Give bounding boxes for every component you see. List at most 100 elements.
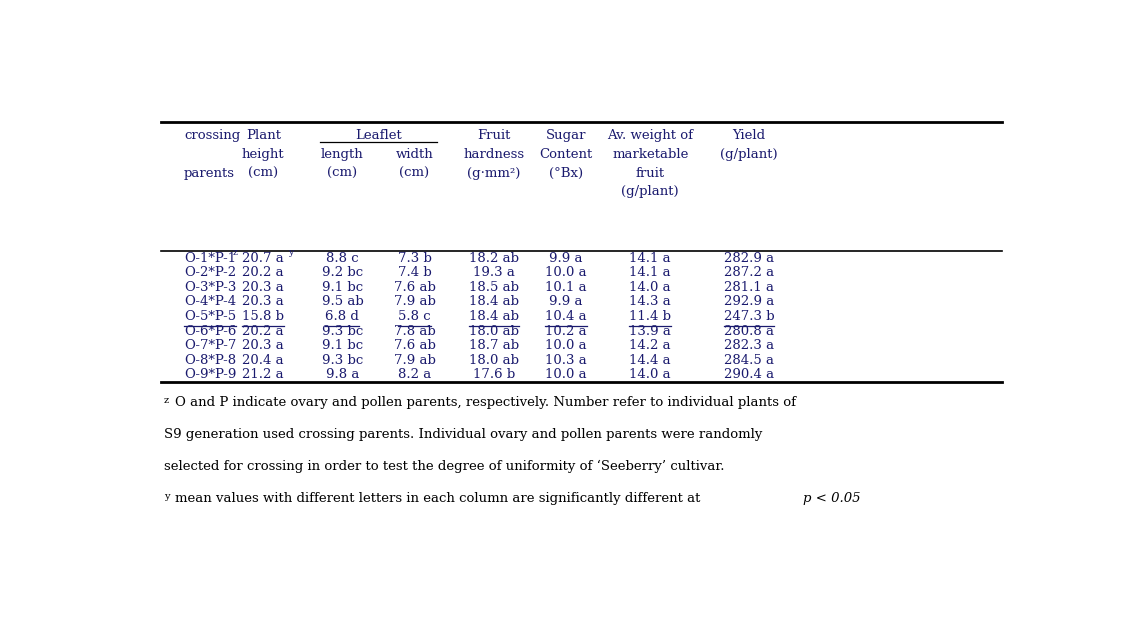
Text: 20.3 a: 20.3 a: [243, 281, 284, 294]
Text: 7.4 b: 7.4 b: [397, 266, 431, 279]
Text: 9.9 a: 9.9 a: [549, 296, 582, 308]
Text: 21.2 a: 21.2 a: [243, 368, 284, 381]
Text: 7.9 ab: 7.9 ab: [394, 354, 436, 367]
Text: 14.4 a: 14.4 a: [630, 354, 671, 367]
Text: 14.3 a: 14.3 a: [630, 296, 671, 308]
Text: 7.6 ab: 7.6 ab: [394, 339, 436, 352]
Text: (g/plant): (g/plant): [622, 185, 679, 198]
Text: O-1*P-1: O-1*P-1: [184, 252, 236, 265]
Text: 20.3 a: 20.3 a: [243, 339, 284, 352]
Text: 14.0 a: 14.0 a: [630, 368, 671, 381]
Text: 280.8 a: 280.8 a: [724, 325, 774, 337]
Text: 9.1 bc: 9.1 bc: [322, 281, 363, 294]
Text: 10.0 a: 10.0 a: [545, 368, 587, 381]
Text: length: length: [321, 147, 364, 161]
Text: 6.8 d: 6.8 d: [326, 310, 360, 323]
Text: 7.3 b: 7.3 b: [397, 252, 431, 265]
Text: y: y: [163, 492, 169, 501]
Text: (cm): (cm): [327, 167, 358, 180]
Text: Sugar: Sugar: [546, 129, 586, 142]
Text: O-7*P-7: O-7*P-7: [184, 339, 236, 352]
Text: p < 0.05: p < 0.05: [804, 492, 860, 506]
Text: y: y: [288, 248, 293, 257]
Text: (g·mm²): (g·mm²): [466, 167, 521, 180]
Text: 7.6 ab: 7.6 ab: [394, 281, 436, 294]
Text: 282.3 a: 282.3 a: [724, 339, 774, 352]
Text: 14.1 a: 14.1 a: [630, 252, 671, 265]
Text: 18.4 ab: 18.4 ab: [469, 310, 519, 323]
Text: 9.3 bc: 9.3 bc: [322, 325, 363, 337]
Text: O-6*P-6: O-6*P-6: [184, 325, 236, 337]
Text: Plant: Plant: [246, 129, 280, 142]
Text: width: width: [396, 147, 434, 161]
Text: 20.3 a: 20.3 a: [243, 296, 284, 308]
Text: 10.3 a: 10.3 a: [545, 354, 587, 367]
Text: 9.5 ab: 9.5 ab: [321, 296, 363, 308]
Text: 18.0 ab: 18.0 ab: [469, 325, 519, 337]
Text: Content: Content: [539, 147, 592, 161]
Text: S9 generation used crossing parents. Individual ovary and pollen parents were ra: S9 generation used crossing parents. Ind…: [163, 428, 763, 441]
Text: 20.4 a: 20.4 a: [243, 354, 284, 367]
Text: Yield: Yield: [732, 129, 765, 142]
Text: O-9*P-9: O-9*P-9: [184, 368, 236, 381]
Text: marketable: marketable: [612, 147, 689, 161]
Text: crossing: crossing: [184, 129, 241, 142]
Text: 9.1 bc: 9.1 bc: [322, 339, 363, 352]
Text: 17.6 b: 17.6 b: [472, 368, 515, 381]
Text: hardness: hardness: [463, 147, 524, 161]
Text: 8.8 c: 8.8 c: [326, 252, 359, 265]
Text: O and P indicate ovary and pollen parents, respectively. Number refer to individ: O and P indicate ovary and pollen parent…: [175, 395, 797, 409]
Text: Fruit: Fruit: [477, 129, 511, 142]
Text: 11.4 b: 11.4 b: [629, 310, 671, 323]
Text: 287.2 a: 287.2 a: [724, 266, 774, 279]
Text: 15.8 b: 15.8 b: [242, 310, 284, 323]
Text: 9.9 a: 9.9 a: [549, 252, 582, 265]
Text: height: height: [242, 147, 285, 161]
Text: O-5*P-5: O-5*P-5: [184, 310, 236, 323]
Text: O-3*P-3: O-3*P-3: [184, 281, 236, 294]
Text: 14.1 a: 14.1 a: [630, 266, 671, 279]
Text: 5.8 c: 5.8 c: [398, 310, 431, 323]
Text: 284.5 a: 284.5 a: [724, 354, 774, 367]
Text: 14.2 a: 14.2 a: [630, 339, 671, 352]
Text: selected for crossing in order to test the degree of uniformity of ‘Seeberry’ cu: selected for crossing in order to test t…: [163, 460, 724, 473]
Text: 19.3 a: 19.3 a: [473, 266, 514, 279]
Text: 281.1 a: 281.1 a: [724, 281, 774, 294]
Text: 7.9 ab: 7.9 ab: [394, 296, 436, 308]
Text: 282.9 a: 282.9 a: [724, 252, 774, 265]
Text: 9.8 a: 9.8 a: [326, 368, 359, 381]
Text: 292.9 a: 292.9 a: [724, 296, 774, 308]
Text: parents: parents: [184, 167, 235, 180]
Text: z: z: [233, 248, 237, 257]
Text: O-2*P-2: O-2*P-2: [184, 266, 236, 279]
Text: Leaflet: Leaflet: [355, 129, 402, 142]
Text: 10.0 a: 10.0 a: [545, 266, 587, 279]
Text: 10.2 a: 10.2 a: [545, 325, 587, 337]
Text: 18.2 ab: 18.2 ab: [469, 252, 519, 265]
Text: 18.5 ab: 18.5 ab: [469, 281, 519, 294]
Text: 18.4 ab: 18.4 ab: [469, 296, 519, 308]
Text: (cm): (cm): [400, 167, 430, 180]
Text: O-8*P-8: O-8*P-8: [184, 354, 236, 367]
Text: 14.0 a: 14.0 a: [630, 281, 671, 294]
Text: 8.2 a: 8.2 a: [398, 368, 431, 381]
Text: 9.3 bc: 9.3 bc: [322, 354, 363, 367]
Text: 10.1 a: 10.1 a: [545, 281, 587, 294]
Text: 20.2 a: 20.2 a: [243, 266, 284, 279]
Text: (cm): (cm): [249, 167, 278, 180]
Text: 10.0 a: 10.0 a: [545, 339, 587, 352]
Text: 13.9 a: 13.9 a: [630, 325, 671, 337]
Text: 9.2 bc: 9.2 bc: [322, 266, 363, 279]
Text: O-4*P-4: O-4*P-4: [184, 296, 236, 308]
Text: 290.4 a: 290.4 a: [724, 368, 774, 381]
Text: (°Bx): (°Bx): [549, 167, 583, 180]
Text: 10.4 a: 10.4 a: [545, 310, 587, 323]
Text: Av. weight of: Av. weight of: [607, 129, 693, 142]
Text: (g/plant): (g/plant): [720, 147, 777, 161]
Text: 247.3 b: 247.3 b: [723, 310, 774, 323]
Text: 18.7 ab: 18.7 ab: [469, 339, 519, 352]
Text: mean values with different letters in each column are significantly different at: mean values with different letters in ea…: [175, 492, 705, 506]
Text: 7.8 ab: 7.8 ab: [394, 325, 436, 337]
Text: 20.2 a: 20.2 a: [243, 325, 284, 337]
Text: 20.7 a: 20.7 a: [243, 252, 284, 265]
